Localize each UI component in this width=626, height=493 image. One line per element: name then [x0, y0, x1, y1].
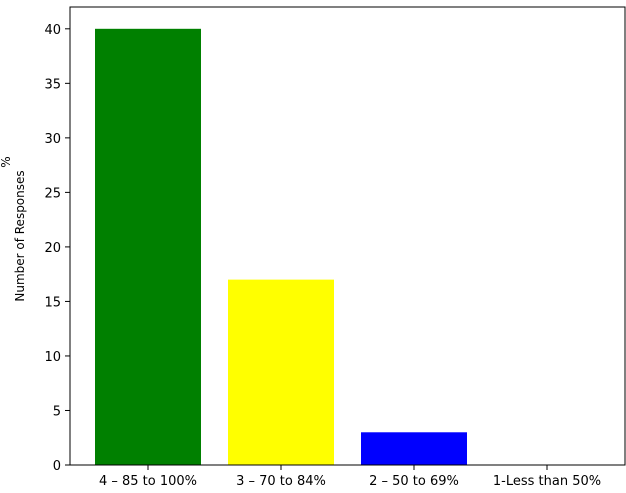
x-tick-label-3: 1-Less than 50%	[493, 474, 601, 488]
x-ticks-group: 4 – 85 to 100% 3 – 70 to 84% 2 – 50 to 69%…	[99, 465, 601, 489]
bar-2	[361, 432, 467, 465]
y-tick-label-6: 30	[44, 132, 61, 147]
bar-1	[228, 279, 334, 465]
y-tick-label-1: 5	[53, 404, 61, 419]
x-tick-label-1: 3 – 70 to 84%	[236, 474, 326, 488]
y-tick-label-4: 20	[44, 241, 61, 256]
y-ticks-group: 0 5 10 15 20 25 30 35 40	[44, 23, 70, 474]
y-tick-label-7: 35	[44, 77, 61, 92]
plot-frame	[69, 6, 626, 466]
x-tick-label-2: 2 – 50 to 69%	[369, 474, 459, 488]
y-axis-label: Number of Responses	[13, 170, 27, 301]
x-tick-label-0: 4 – 85 to 100%	[99, 474, 197, 488]
clipped-label: %	[0, 156, 13, 167]
bars-group	[95, 28, 467, 466]
y-tick-label-5: 25	[44, 186, 61, 201]
y-tick-label-8: 40	[44, 23, 61, 38]
y-tick-label-0: 0	[53, 459, 61, 474]
y-tick-label-2: 10	[44, 350, 61, 365]
bar-0	[95, 28, 201, 466]
y-tick-label-3: 15	[44, 295, 61, 310]
